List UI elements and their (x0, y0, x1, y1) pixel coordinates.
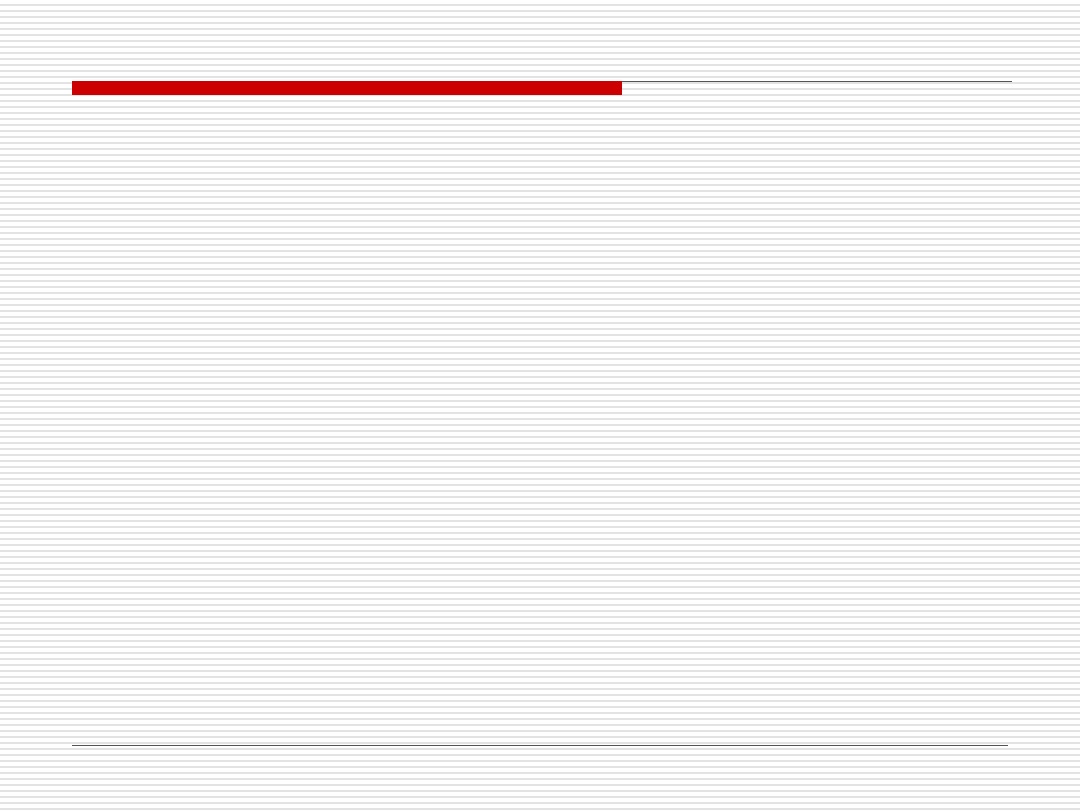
title-accent-bar (72, 81, 622, 95)
header-divider (622, 81, 1012, 82)
footer-divider (72, 745, 1008, 746)
